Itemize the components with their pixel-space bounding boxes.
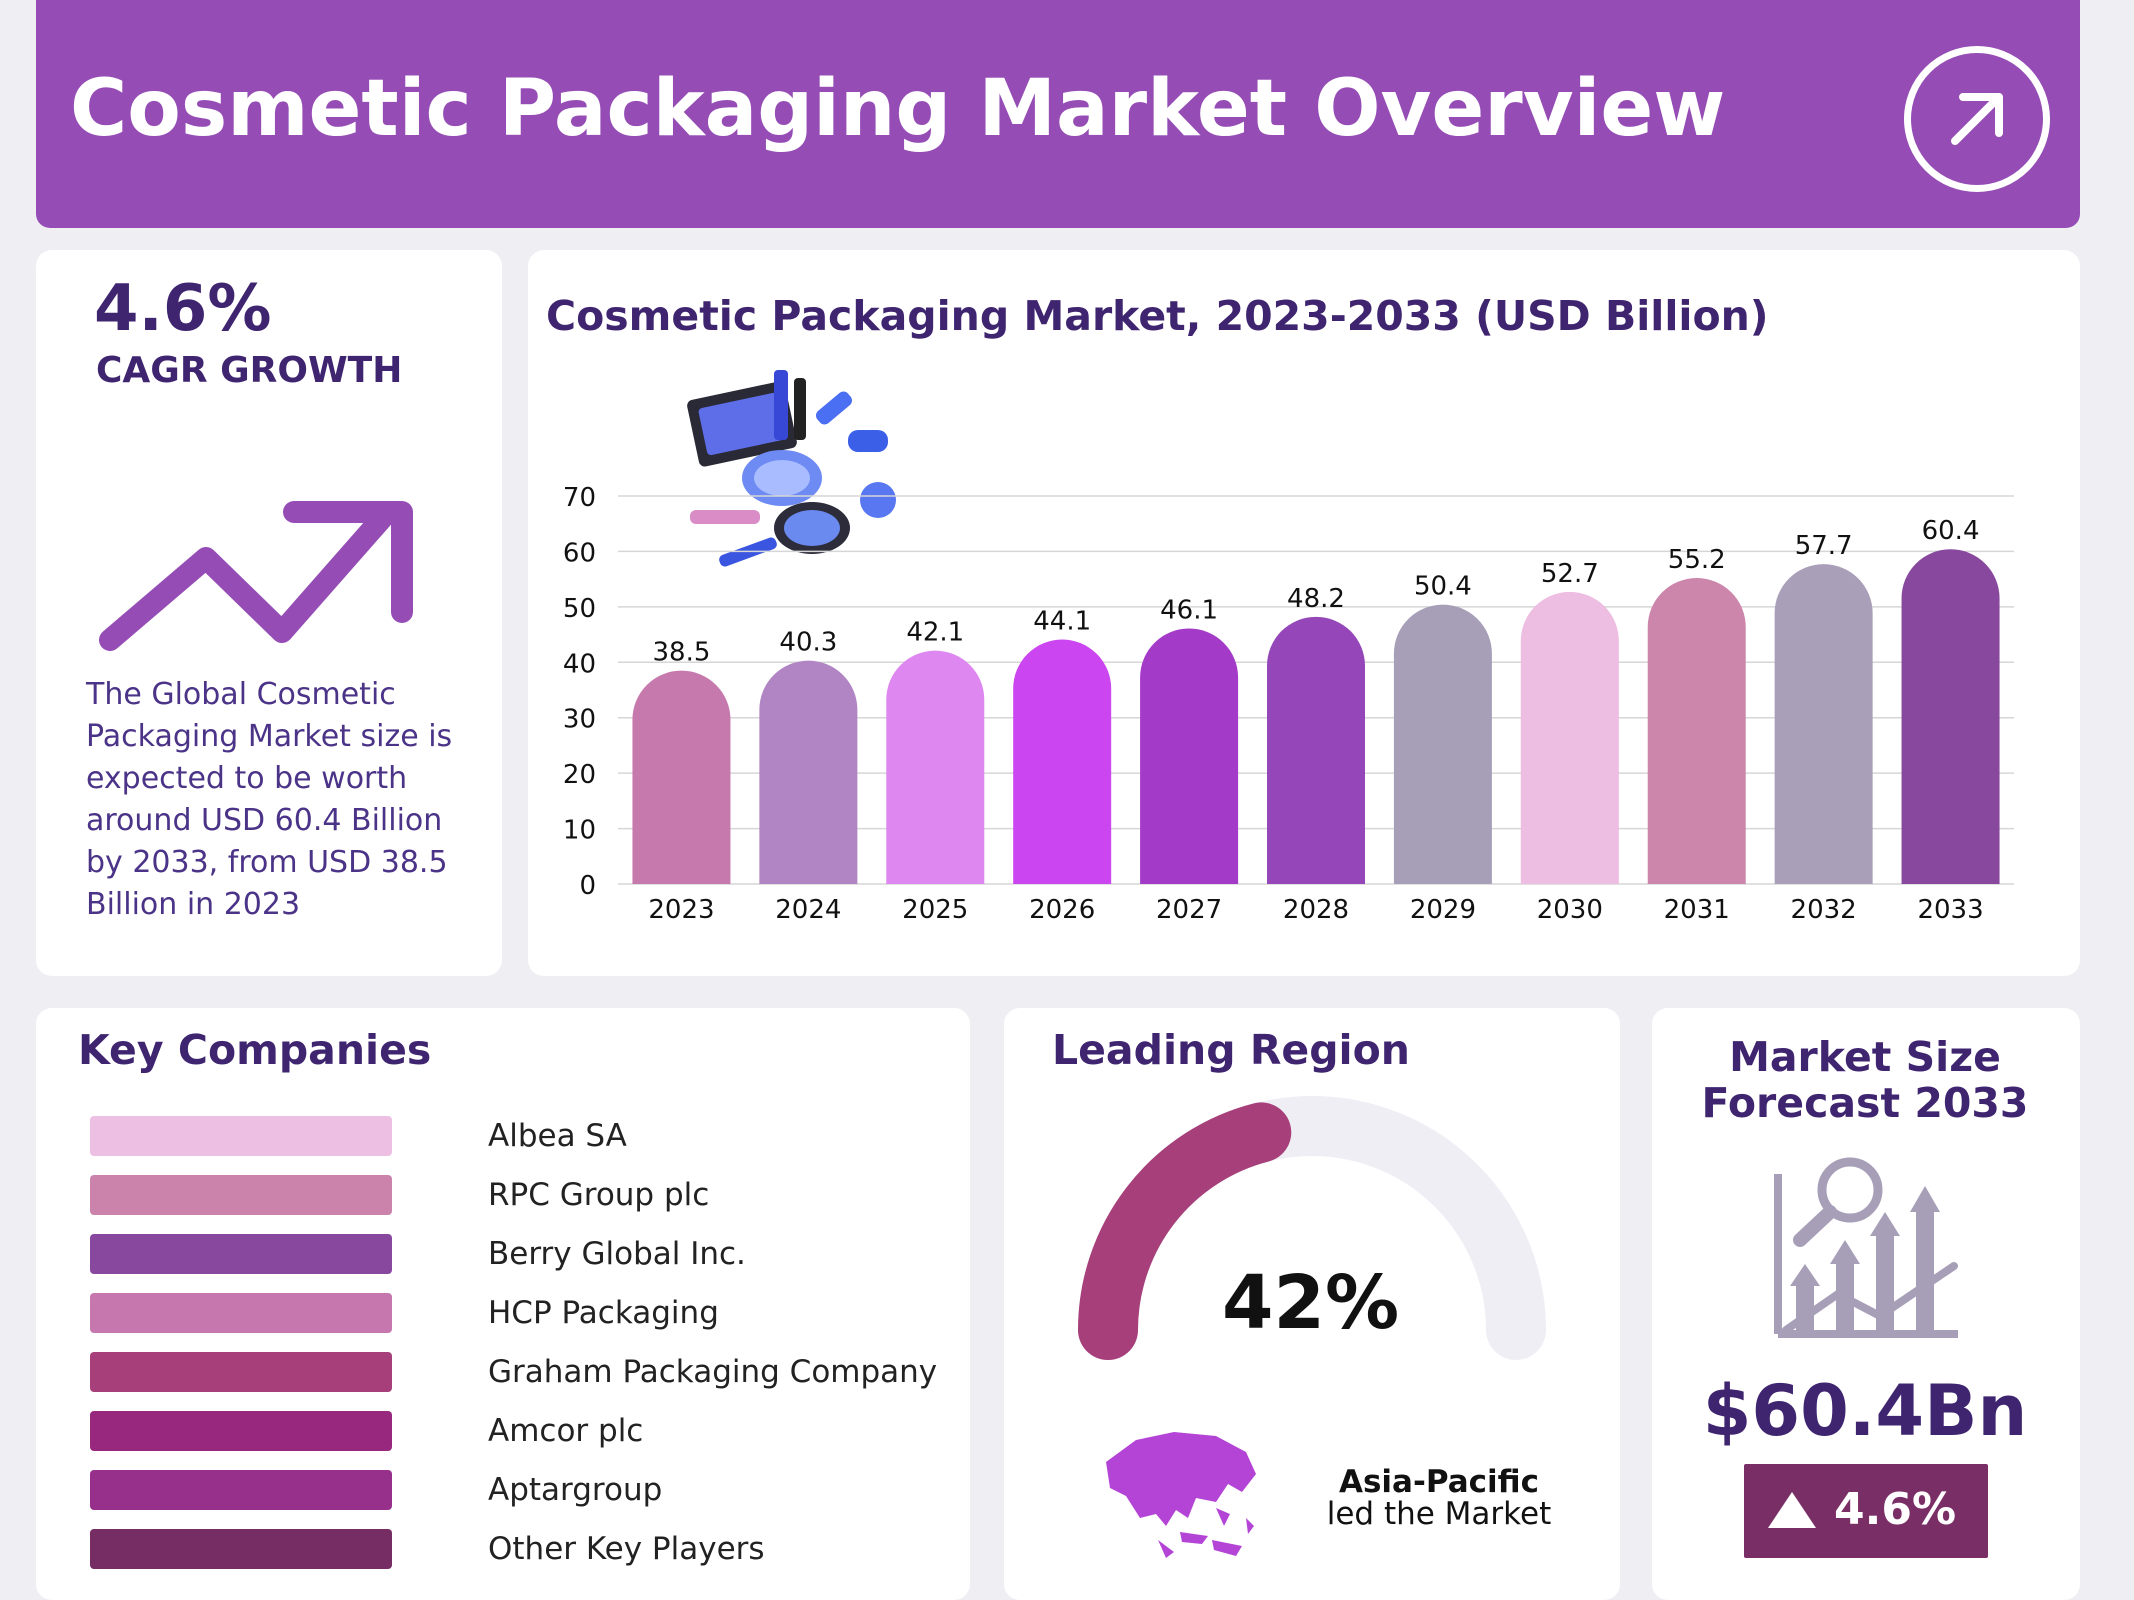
page-title: Cosmetic Packaging Market Overview	[70, 64, 1726, 154]
company-color-bar	[90, 1175, 392, 1215]
company-color-bar	[90, 1116, 392, 1156]
x-tick-label: 2023	[648, 895, 714, 925]
x-tick-label: 2024	[775, 895, 841, 925]
company-name: Aptargroup	[488, 1472, 663, 1508]
cagr-label: CAGR GROWTH	[96, 350, 403, 391]
forecast-title: Market Size Forecast 2033	[1652, 1034, 2078, 1126]
company-color-bar	[90, 1293, 392, 1333]
y-tick-label: 20	[563, 760, 596, 790]
cagr-description: The Global Cosmetic Packaging Market siz…	[86, 677, 453, 922]
cosmetics-illustration-icon	[687, 370, 896, 567]
bar	[1267, 616, 1365, 884]
bar	[1647, 578, 1746, 884]
x-tick-label: 2029	[1410, 895, 1476, 925]
region-subtitle: led the Market	[1326, 1496, 1552, 1532]
region-share-gauge	[1078, 1096, 1546, 1360]
forecast-value: $60.4Bn	[1702, 1370, 2028, 1452]
company-color-bar	[90, 1411, 392, 1451]
y-tick-label: 60	[563, 538, 596, 568]
bar-chart: 01020304050607038.5202340.3202442.120254…	[563, 483, 2014, 925]
company-name: Amcor plc	[488, 1413, 644, 1449]
company-name: HCP Packaging	[488, 1295, 719, 1331]
arrow-up-right-icon[interactable]	[1904, 46, 2050, 192]
trend-up-arrow-icon	[99, 501, 413, 651]
bar-value-label: 38.5	[653, 638, 711, 668]
forecast-title-line2: Forecast 2033	[1701, 1079, 2029, 1127]
forecast-title-line1: Market Size	[1729, 1033, 2001, 1081]
bar	[1140, 628, 1239, 884]
bar	[1013, 639, 1112, 884]
companies-title: Key Companies	[78, 1026, 432, 1074]
x-tick-label: 2028	[1283, 895, 1349, 925]
bar-value-label: 60.4	[1922, 516, 1980, 546]
bar	[1774, 564, 1873, 884]
region-title: Leading Region	[1052, 1026, 1410, 1074]
header-banner: Cosmetic Packaging Market Overview	[36, 0, 2080, 228]
x-tick-label: 2033	[1917, 895, 1983, 925]
x-tick-label: 2027	[1156, 895, 1222, 925]
bar-value-label: 50.4	[1414, 572, 1472, 602]
bar	[1901, 549, 2000, 884]
bar-value-label: 40.3	[779, 628, 837, 658]
bar-value-label: 52.7	[1541, 559, 1599, 589]
x-tick-label: 2026	[1029, 895, 1095, 925]
gauge-fill	[1078, 1102, 1292, 1360]
bar	[632, 670, 731, 884]
bar-value-label: 48.2	[1287, 584, 1345, 614]
bar-value-label: 44.1	[1033, 607, 1091, 637]
bar	[1393, 604, 1492, 884]
y-tick-label: 50	[563, 594, 596, 624]
forecast-card: Market Size Forecast 2033 $60.4Bn 4.6%	[1652, 1008, 2080, 1600]
region-name: Asia-Pacific	[1338, 1464, 1540, 1500]
y-tick-label: 0	[579, 871, 596, 901]
x-tick-label: 2030	[1537, 895, 1603, 925]
cagr-value: 4.6%	[94, 272, 272, 346]
bar-value-label: 42.1	[906, 618, 964, 648]
x-tick-label: 2031	[1664, 895, 1730, 925]
y-tick-label: 40	[563, 649, 596, 679]
x-tick-label: 2032	[1791, 895, 1857, 925]
forecast-growth-value: 4.6%	[1834, 1484, 1957, 1535]
triangle-up-icon	[1768, 1492, 1816, 1528]
company-name: Berry Global Inc.	[488, 1236, 746, 1272]
company-color-bar	[90, 1470, 392, 1510]
company-color-bar	[90, 1234, 392, 1274]
company-name: Albea SA	[488, 1118, 627, 1154]
bar-value-label: 57.7	[1795, 531, 1853, 561]
region-share-value: 42%	[1222, 1260, 1400, 1346]
bar-value-label: 55.2	[1668, 545, 1726, 575]
forecast-growth-badge: 4.6%	[1744, 1464, 1988, 1558]
bar	[759, 660, 858, 884]
chart-title: Cosmetic Packaging Market, 2023-2033 (US…	[546, 292, 1769, 340]
region-card: Leading Region 42% Asia-Pacific led the …	[1004, 1008, 1620, 1600]
company-name: RPC Group plc	[488, 1177, 710, 1213]
company-color-bar	[90, 1352, 392, 1392]
bar	[1520, 591, 1619, 884]
bar	[886, 650, 985, 884]
companies-card: Key Companies Albea SA RPC Group plc Berry…	[36, 1008, 970, 1600]
y-tick-label: 70	[563, 483, 596, 513]
cagr-card: 4.6% CAGR GROWTH The Global Cosmetic Pac…	[36, 250, 502, 976]
x-tick-label: 2025	[902, 895, 968, 925]
company-name: Graham Packaging Company	[488, 1354, 938, 1390]
company-name: Other Key Players	[488, 1531, 765, 1567]
y-tick-label: 30	[563, 705, 596, 735]
chart-card: Cosmetic Packaging Market, 2023-2033 (US…	[528, 250, 2080, 976]
y-tick-label: 10	[563, 816, 596, 846]
company-color-bar	[90, 1529, 392, 1569]
bar-value-label: 46.1	[1160, 595, 1218, 625]
asia-pacific-map-icon	[1106, 1432, 1256, 1558]
market-analysis-icon	[1774, 1157, 1958, 1338]
